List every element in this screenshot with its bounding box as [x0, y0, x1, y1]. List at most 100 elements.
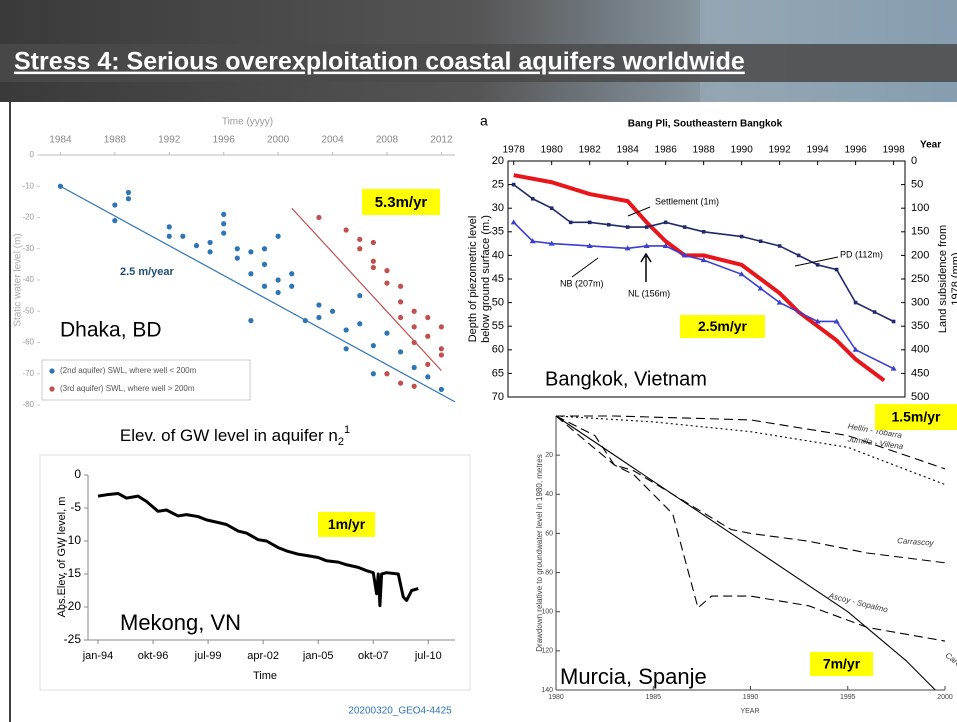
data-point: [411, 364, 417, 371]
annotation: 5.3m/yr: [375, 194, 428, 211]
title-superscript: 1: [344, 424, 350, 436]
data-point: [384, 371, 390, 377]
y-tick-label: -20: [22, 213, 34, 222]
y-tick-label: 40: [545, 491, 553, 498]
y2-tick-label: 350: [911, 320, 929, 332]
y-tick-label: 20: [545, 452, 553, 459]
legend: [41, 359, 251, 401]
data-point: [275, 233, 281, 239]
marker: [700, 257, 707, 263]
data-point: [425, 374, 431, 380]
marker: [548, 240, 555, 246]
x-tick-label: 1984: [617, 145, 640, 156]
series-line: [513, 221, 894, 370]
series-line: [97, 491, 419, 608]
annotation: 7m/yr: [823, 656, 861, 672]
marker: [662, 242, 669, 248]
y-tick-label: 30: [492, 202, 504, 214]
y-tick-label: 120: [541, 648, 553, 655]
x-tick-label: 2004: [321, 135, 344, 146]
annotation: 2.5m/yr: [698, 318, 748, 334]
marker: [814, 318, 821, 324]
y-tick-label: 40: [492, 249, 504, 261]
y-tick-label: -40: [22, 275, 34, 284]
slide-title: Stress 4: Serious overexploitation coast…: [14, 48, 745, 76]
data-point: [370, 371, 376, 377]
x-tick-label: 1990: [731, 145, 754, 156]
marker: [510, 219, 517, 225]
trend-line: [60, 185, 456, 403]
series-line: [556, 415, 946, 470]
x-tick-label: jan-05: [302, 650, 334, 662]
footer: 20200320_GEO4-4425: [348, 706, 452, 717]
title-subscript: 2: [338, 436, 344, 448]
y2-tick-label: 300: [911, 297, 929, 309]
marker: [663, 220, 668, 225]
y2-tick-label: 250: [911, 273, 929, 285]
data-point: [112, 202, 118, 208]
x-tick-label: 1995: [840, 694, 856, 701]
data-point: [180, 233, 186, 239]
data-point: [125, 196, 132, 202]
y2-tick-label: 50: [911, 179, 923, 191]
data-point: [275, 289, 281, 296]
marker: [701, 230, 706, 234]
x-tick-label: jul-10: [414, 650, 442, 662]
arrow: [794, 256, 839, 267]
data-point: [357, 293, 363, 299]
marker: [625, 225, 630, 229]
marker: [758, 239, 763, 244]
y2-tick-label: 0: [911, 155, 917, 167]
y-tick-label: 70: [492, 391, 504, 403]
data-point: [384, 330, 390, 336]
x-tick-label: 1988: [104, 135, 127, 146]
x-tick-label: 2008: [376, 135, 399, 146]
data-point: [357, 236, 363, 242]
y-tick-label: -15: [64, 566, 82, 580]
marker: [644, 225, 649, 229]
x-tick-label: 1996: [213, 135, 236, 146]
x-tick-label: 2000: [937, 694, 953, 701]
marker: [796, 253, 801, 258]
y-tick-label: 55: [492, 320, 504, 332]
data-point: [357, 321, 363, 327]
marker: [586, 242, 593, 248]
title-text: Elev. of GW level in aquifer n: [120, 426, 338, 445]
marker: [739, 234, 744, 239]
legend-label: (3rd aquifer) SWL, where well > 200m: [60, 384, 195, 393]
y-axis-label: Drawdown relative to groundwater level i…: [535, 454, 544, 651]
y-tick-label: 60: [492, 344, 504, 356]
highlight-box: [875, 404, 957, 430]
series-label: PD (112m): [840, 249, 883, 259]
x-tick-label: 1992: [158, 135, 181, 146]
data-point: [438, 352, 444, 358]
data-point: [234, 255, 240, 261]
highlight-box: [680, 315, 765, 338]
data-point: [370, 343, 376, 349]
y-tick-label: 50: [492, 297, 504, 309]
y-tick-label: 25: [492, 179, 504, 191]
data-point: [370, 258, 376, 264]
marker: [587, 220, 592, 225]
y-tick-label: 35: [492, 226, 504, 238]
data-point: [316, 302, 322, 308]
data-point: [343, 327, 349, 333]
data-point: [370, 264, 376, 271]
chart-title: Bang Pli, Southeastern Bangkok: [628, 119, 783, 130]
series-line: [555, 415, 946, 564]
x-tick-label: 1992: [769, 145, 792, 156]
y2-tick-label: 450: [911, 367, 929, 379]
marker: [891, 319, 896, 324]
title-band: [0, 44, 957, 82]
marker: [530, 196, 535, 201]
marker: [853, 300, 858, 305]
y-tick-label: 45: [492, 273, 504, 285]
marker: [834, 267, 839, 272]
marker: [568, 220, 573, 225]
location-label: Murcia, Spanje: [560, 664, 707, 689]
marker: [852, 346, 859, 352]
data-point: [112, 218, 118, 224]
location-label: Bangkok, Vietnam: [545, 368, 707, 390]
data-point: [207, 249, 213, 255]
marker: [815, 263, 820, 267]
